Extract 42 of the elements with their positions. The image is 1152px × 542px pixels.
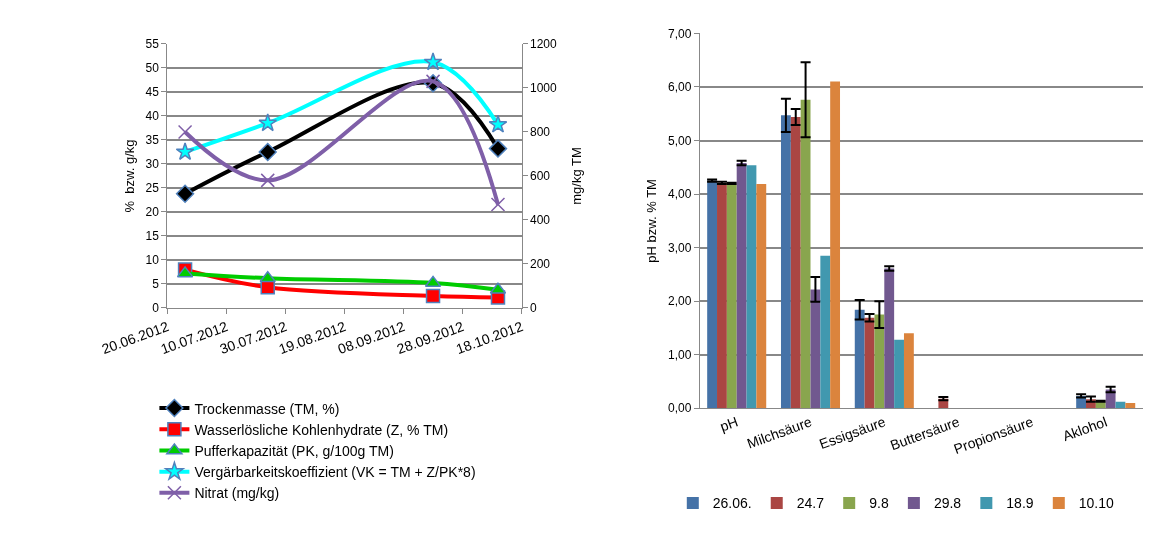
y-tick-label: 5 bbox=[152, 277, 160, 292]
y-tick-label: 45 bbox=[145, 85, 160, 100]
y-axis-title: % bzw. g/kg bbox=[121, 139, 137, 213]
y-axis-title: pH bzw. % TM bbox=[643, 179, 659, 263]
y-tick-label: 40 bbox=[145, 109, 160, 124]
y-tick-label: 4,00 bbox=[668, 187, 692, 202]
y2-tick-label: 200 bbox=[530, 257, 551, 272]
y2-tick-label: 600 bbox=[530, 169, 551, 184]
legend-label: Wasserlösliche Kohlenhydrate (Z, % TM) bbox=[194, 421, 449, 438]
y-tick-label: 15 bbox=[145, 229, 160, 244]
y-tick-label: 50 bbox=[145, 61, 160, 76]
y2-tick-label: 1000 bbox=[530, 81, 558, 96]
legend-label: Pufferkapazität (PK, g/100g TM) bbox=[194, 442, 394, 459]
y-tick-label: 2,00 bbox=[668, 294, 692, 309]
y2-tick-label: 400 bbox=[530, 213, 551, 228]
y-tick-label: 0 bbox=[152, 301, 160, 316]
y2-tick-label: 1200 bbox=[530, 37, 558, 52]
y-tick-label: 25 bbox=[145, 181, 160, 196]
y-tick-label: 7,00 bbox=[668, 26, 692, 41]
legend-label: Vergärbarkeitskoeffizient (VK = TM + Z/PK*8) bbox=[194, 464, 476, 481]
legend-label: Nitrat (mg/kg) bbox=[194, 485, 280, 502]
legend-label: 26.06. bbox=[712, 495, 752, 512]
x-tick-label: pH bbox=[717, 413, 741, 435]
y-tick-label: 6,00 bbox=[668, 80, 692, 95]
y-tick-label: 1,00 bbox=[668, 347, 692, 362]
y2-axis-title: mg/kg TM bbox=[568, 147, 584, 205]
y-tick-label: 55 bbox=[145, 37, 160, 52]
legend-label: 29.8 bbox=[933, 495, 962, 512]
y-tick-label: 20 bbox=[145, 205, 160, 220]
y2-tick-label: 0 bbox=[530, 301, 537, 316]
legend-label: 10.10 bbox=[1078, 495, 1115, 512]
y-tick-label: 3,00 bbox=[668, 240, 692, 255]
y-tick-label: 35 bbox=[145, 133, 160, 148]
legend-label: Trockenmasse (TM, %) bbox=[194, 400, 340, 417]
y-tick-label: 30 bbox=[145, 157, 160, 172]
legend-label: 18.9 bbox=[1006, 495, 1034, 512]
legend-label: 9.8 bbox=[869, 495, 889, 512]
y-tick-label: 0,00 bbox=[668, 401, 692, 416]
y-tick-label: 10 bbox=[145, 253, 160, 268]
legend-label: 24.7 bbox=[796, 495, 825, 512]
y2-tick-label: 800 bbox=[530, 125, 551, 140]
y-tick-label: 5,00 bbox=[668, 133, 692, 148]
